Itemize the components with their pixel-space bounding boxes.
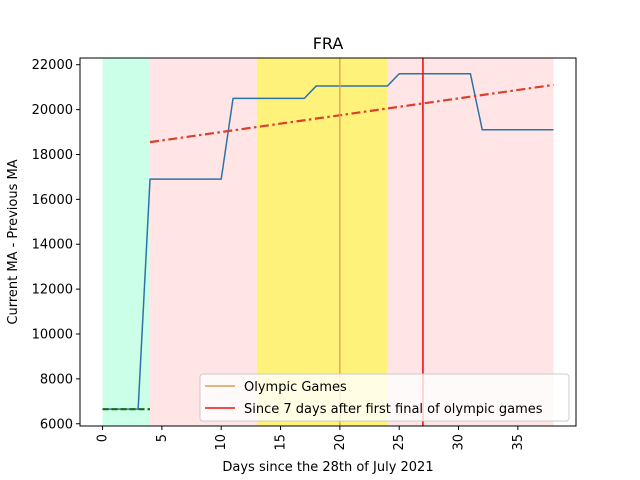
series-line-2 (149, 83, 554, 144)
y-tick-label-8000: 8000 (40, 372, 73, 387)
y-ticks: 6000 8000 10000 12000 14000 16000 18000 20000 22… (32, 58, 80, 432)
x-tick-label-10: 10 (214, 434, 229, 451)
x-tick-label-15: 15 (274, 434, 289, 451)
series-line-0 (102, 72, 554, 410)
shaded-regions (102, 58, 554, 426)
y-tick-label-18000: 18000 (32, 148, 73, 163)
x-axis-label: Days since the 28th of July 2021 (222, 460, 433, 475)
x-tick-label-20: 20 (333, 434, 348, 451)
chart-title: FRA (313, 34, 344, 53)
y-tick-label-10000: 10000 (32, 328, 73, 343)
x-tick-label-30: 30 (452, 434, 467, 451)
y-axis-label: Current MA - Previous MA (6, 159, 21, 324)
series-layer (102, 72, 554, 411)
shaded-region-0 (102, 58, 151, 426)
shaded-region-1 (150, 58, 257, 426)
y-tick-label-22000: 22000 (32, 58, 73, 73)
vertical-lines (339, 58, 424, 426)
shaded-region-2 (256, 58, 388, 426)
y-tick-label-20000: 20000 (32, 103, 73, 118)
x-ticks: 0 5 10 15 20 25 30 35 (96, 426, 526, 451)
shaded-region-3 (387, 58, 554, 426)
y-tick-label-12000: 12000 (32, 283, 73, 298)
y-tick-label-6000: 6000 (40, 417, 73, 432)
legend: Olympic Games Since 7 days after first f… (199, 373, 570, 422)
x-tick-label-35: 35 (511, 434, 526, 451)
legend-label-olympic-games: Olympic Games (244, 380, 347, 395)
legend-box (199, 373, 570, 422)
y-tick-label-14000: 14000 (32, 238, 73, 253)
axes-frame (79, 57, 577, 427)
legend-label-since-7-days: Since 7 days after first final of olympi… (244, 402, 543, 417)
x-tick-label-0: 0 (96, 434, 111, 442)
x-tick-label-5: 5 (155, 434, 170, 442)
y-tick-label-16000: 16000 (32, 193, 73, 208)
x-tick-label-25: 25 (392, 434, 407, 451)
